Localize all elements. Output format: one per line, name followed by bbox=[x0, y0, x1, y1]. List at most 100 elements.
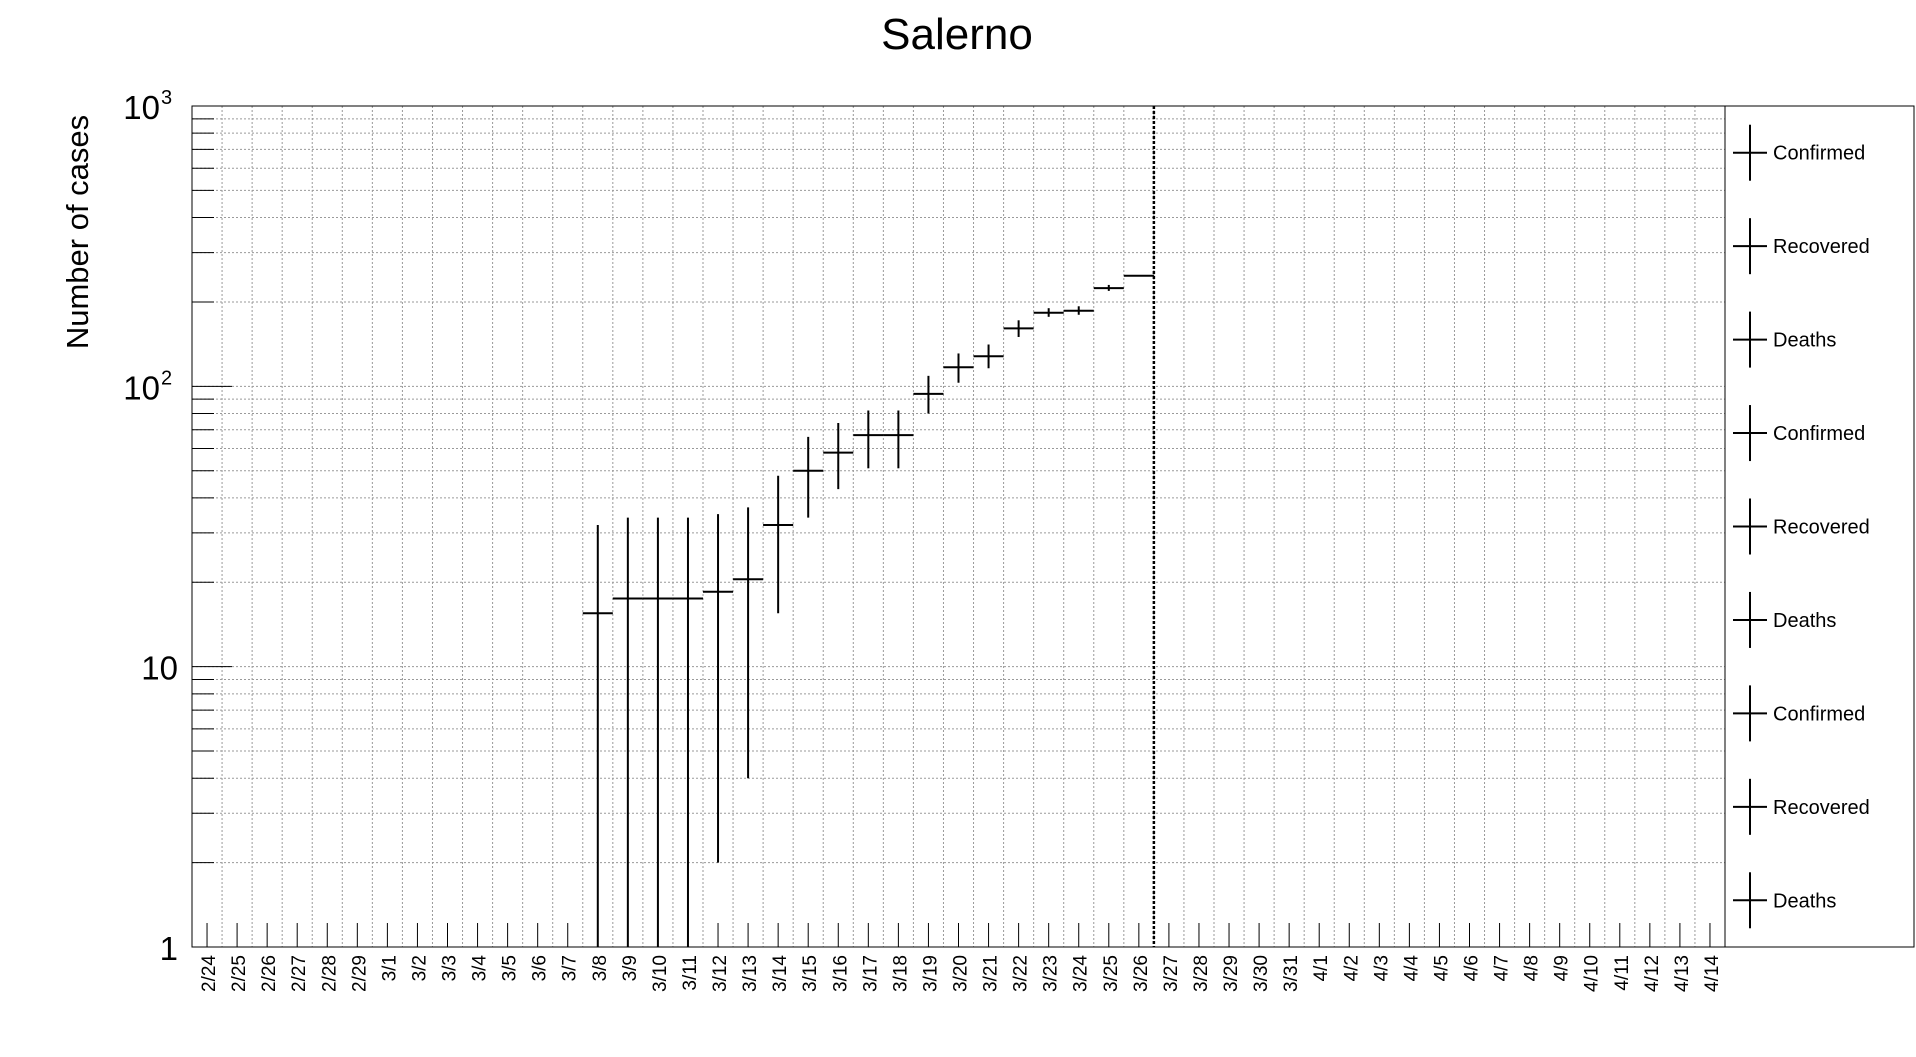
x-tick-label: 3/6 bbox=[530, 955, 551, 981]
x-tick-label: 3/29 bbox=[1221, 955, 1242, 992]
legend-label: Recovered bbox=[1773, 517, 1870, 539]
legend-entry: Deaths bbox=[1733, 872, 1836, 929]
x-tick-label: 3/27 bbox=[1161, 955, 1182, 992]
x-tick-label: 3/1 bbox=[379, 955, 400, 981]
x-tick-label: 3/28 bbox=[1191, 955, 1212, 992]
x-tick-label: 4/12 bbox=[1642, 955, 1663, 992]
x-tick-label: 3/3 bbox=[440, 955, 461, 981]
data-point bbox=[763, 475, 794, 614]
legend-label: Deaths bbox=[1773, 330, 1836, 352]
x-tick-label: 3/30 bbox=[1251, 955, 1272, 992]
y-tick-label: 1 bbox=[160, 930, 178, 967]
data-point bbox=[823, 422, 854, 490]
x-tick-label: 3/8 bbox=[590, 955, 611, 981]
x-tick-label: 3/4 bbox=[470, 955, 491, 982]
y-tick-label: 10 2 bbox=[123, 367, 172, 406]
data-marks bbox=[582, 274, 1154, 947]
x-tick-label: 3/31 bbox=[1281, 955, 1302, 992]
x-tick-label: 4/3 bbox=[1371, 955, 1392, 981]
y-tick-label: 10 3 bbox=[123, 87, 172, 126]
data-point bbox=[943, 353, 974, 383]
x-tick-label: 4/2 bbox=[1341, 955, 1362, 981]
x-tick-label: 4/8 bbox=[1522, 955, 1543, 981]
x-tick-label: 3/9 bbox=[620, 955, 641, 981]
x-tick-label: 2/26 bbox=[259, 955, 280, 992]
legend-label: Deaths bbox=[1773, 890, 1836, 912]
data-point bbox=[1033, 308, 1064, 317]
data-point bbox=[642, 517, 673, 947]
legend-label: Recovered bbox=[1773, 797, 1870, 819]
y-tick-text: 10 bbox=[123, 369, 160, 406]
data-point bbox=[1003, 320, 1034, 337]
y-tick-text: 10 bbox=[141, 650, 178, 687]
x-tick-label: 3/15 bbox=[800, 955, 821, 992]
x-tick-label: 3/13 bbox=[740, 955, 761, 992]
data-point bbox=[853, 410, 884, 469]
x-tick-label: 3/20 bbox=[951, 955, 972, 992]
data-point bbox=[913, 375, 944, 414]
x-tick-label: 4/5 bbox=[1431, 955, 1452, 981]
data-point bbox=[703, 514, 734, 863]
legend-entry: Recovered bbox=[1733, 778, 1870, 835]
x-tick-label: 4/14 bbox=[1702, 955, 1723, 992]
legend-entry: Deaths bbox=[1733, 311, 1836, 368]
y-axis-label: Number of cases bbox=[60, 115, 95, 349]
x-tick-label: 3/26 bbox=[1131, 955, 1152, 992]
grid-lines bbox=[192, 106, 1725, 947]
x-tick-label: 3/12 bbox=[710, 955, 731, 992]
legend-label: Deaths bbox=[1773, 610, 1836, 632]
y-tick-text: 1 bbox=[160, 930, 178, 967]
data-point bbox=[1063, 306, 1094, 315]
legend: Confirmed Recovered Deaths Confirmed Recover… bbox=[1724, 105, 1915, 948]
data-point bbox=[672, 517, 703, 947]
x-tick-label: 3/10 bbox=[650, 955, 671, 992]
legend-label: Confirmed bbox=[1773, 703, 1865, 725]
x-tick-label: 3/23 bbox=[1041, 955, 1062, 992]
x-tick-label: 4/13 bbox=[1672, 955, 1693, 992]
chart-title: Salerno bbox=[881, 10, 1033, 59]
x-tick-label: 2/24 bbox=[199, 955, 220, 992]
data-point bbox=[1093, 284, 1124, 291]
legend-entry: Recovered bbox=[1733, 218, 1870, 275]
x-tick-label: 3/11 bbox=[680, 955, 701, 991]
x-tick-label: 3/14 bbox=[770, 955, 791, 992]
x-tick-label: 2/27 bbox=[289, 955, 310, 992]
x-tick-label: 2/29 bbox=[349, 955, 370, 992]
x-tick-label: 3/24 bbox=[1071, 955, 1092, 992]
legend-entry: Recovered bbox=[1733, 498, 1870, 555]
y-tick-exponent: 3 bbox=[161, 87, 172, 109]
legend-label: Recovered bbox=[1773, 236, 1870, 258]
x-tick-label: 3/7 bbox=[560, 955, 581, 981]
y-tick-label: 10 bbox=[141, 650, 178, 687]
x-tick-label: 4/6 bbox=[1462, 955, 1483, 981]
x-tick-label: 4/10 bbox=[1582, 955, 1603, 992]
x-tick-label: 3/25 bbox=[1101, 955, 1122, 992]
x-tick-label: 3/17 bbox=[860, 955, 881, 992]
legend-entry: Confirmed bbox=[1733, 124, 1865, 181]
data-point bbox=[883, 410, 914, 469]
x-tick-label: 4/4 bbox=[1401, 955, 1422, 982]
x-tick-label: 4/7 bbox=[1492, 955, 1513, 981]
x-tick-label: 3/19 bbox=[920, 955, 941, 992]
data-point bbox=[793, 436, 824, 518]
legend-entry: Confirmed bbox=[1733, 685, 1865, 742]
x-tick-label: 3/2 bbox=[409, 955, 430, 981]
x-tick-label: 4/1 bbox=[1311, 955, 1332, 981]
x-tick-label: 3/18 bbox=[890, 955, 911, 992]
data-point bbox=[733, 507, 764, 779]
x-tick-label: 4/9 bbox=[1552, 955, 1573, 981]
x-tick-label: 3/16 bbox=[830, 955, 851, 992]
data-point bbox=[582, 525, 613, 947]
x-tick-label: 3/22 bbox=[1011, 955, 1032, 992]
y-tick-exponent: 2 bbox=[161, 367, 172, 389]
x-tick-label: 3/5 bbox=[500, 955, 521, 981]
y-tick-text: 10 bbox=[123, 89, 160, 126]
x-tick-label: 2/25 bbox=[229, 955, 250, 992]
data-point bbox=[612, 517, 643, 947]
x-tick-label: 2/28 bbox=[319, 955, 340, 992]
legend-label: Confirmed bbox=[1773, 143, 1865, 165]
x-tick-label: 3/21 bbox=[981, 955, 1002, 992]
